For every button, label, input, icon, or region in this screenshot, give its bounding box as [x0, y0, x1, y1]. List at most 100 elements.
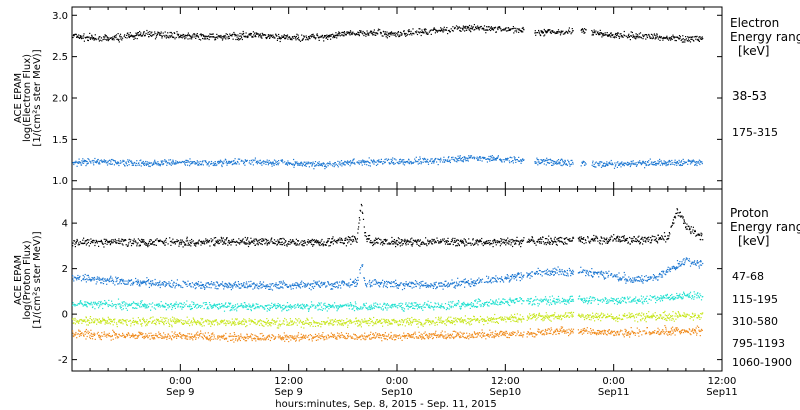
data-point — [650, 277, 652, 279]
data-point — [148, 165, 150, 167]
data-point — [614, 33, 616, 36]
data-point — [510, 244, 512, 246]
data-point — [410, 285, 412, 288]
data-point — [324, 281, 326, 284]
data-point — [194, 288, 196, 290]
data-point — [311, 238, 313, 240]
data-point — [340, 237, 343, 240]
data-point — [185, 283, 187, 286]
data-point — [332, 165, 334, 167]
data-point — [91, 277, 93, 279]
data-point — [189, 158, 191, 160]
data-point — [633, 236, 635, 238]
data-point — [410, 238, 412, 240]
data-point — [349, 278, 352, 280]
data-point — [391, 159, 393, 161]
data-point — [73, 35, 75, 37]
data-point — [457, 27, 459, 30]
data-point — [187, 164, 189, 166]
data-point — [469, 29, 471, 32]
data-point — [479, 280, 481, 282]
data-point — [517, 28, 519, 30]
data-point — [112, 279, 114, 281]
data-point — [313, 168, 315, 170]
data-point — [695, 161, 697, 163]
data-point — [699, 160, 701, 162]
data-point — [283, 34, 285, 36]
data-point — [326, 36, 328, 38]
data-point — [462, 240, 464, 242]
data-point — [407, 240, 409, 243]
data-point — [423, 159, 425, 161]
data-point — [580, 29, 582, 31]
data-point — [267, 164, 269, 166]
data-point — [100, 279, 102, 281]
data-point — [364, 232, 366, 234]
data-point — [433, 161, 435, 163]
data-point — [286, 35, 288, 37]
data-point — [307, 282, 309, 284]
data-point — [200, 33, 202, 35]
data-point — [337, 35, 339, 37]
data-point — [618, 236, 620, 238]
data-point — [634, 277, 636, 279]
data-point — [479, 27, 481, 29]
data-point — [653, 239, 655, 241]
data-point — [329, 34, 331, 36]
data-point — [647, 276, 649, 279]
data-point — [633, 281, 635, 283]
data-point — [385, 285, 387, 288]
data-point — [497, 278, 499, 280]
data-point — [332, 285, 334, 287]
data-point — [152, 282, 154, 284]
data-point — [234, 34, 237, 36]
data-point — [291, 284, 293, 286]
data-point — [152, 241, 154, 243]
data-point — [122, 280, 124, 282]
data-point — [298, 286, 300, 288]
data-point — [551, 30, 553, 32]
data-point — [377, 242, 379, 244]
data-point — [530, 275, 532, 277]
data-point — [607, 241, 609, 244]
data-point — [682, 38, 684, 40]
data-point — [92, 278, 94, 280]
data-point — [570, 240, 572, 242]
data-point — [567, 32, 569, 34]
data-point — [332, 283, 334, 285]
data-point — [603, 276, 605, 278]
series-47-68 — [72, 203, 704, 248]
data-point — [425, 286, 427, 288]
data-point — [583, 161, 585, 163]
data-point — [247, 245, 250, 248]
data-point — [623, 162, 625, 164]
data-point — [645, 38, 647, 40]
data-point — [350, 284, 352, 286]
data-point — [658, 162, 660, 164]
data-point — [236, 240, 238, 242]
data-point — [538, 269, 540, 272]
data-point — [585, 29, 587, 31]
data-point — [374, 32, 376, 34]
data-point — [633, 240, 635, 242]
data-point — [72, 278, 74, 280]
data-point — [259, 282, 261, 284]
data-point — [164, 36, 166, 38]
data-point — [564, 274, 566, 276]
data-point — [503, 28, 505, 30]
data-point — [700, 232, 702, 234]
data-point — [244, 285, 246, 287]
data-point — [479, 239, 481, 241]
data-point — [370, 242, 372, 244]
data-point — [505, 244, 507, 246]
data-point — [694, 35, 696, 38]
data-point — [470, 242, 472, 244]
data-point — [477, 159, 479, 161]
data-point — [279, 287, 281, 289]
data-point — [174, 38, 176, 40]
data-point — [124, 36, 126, 39]
data-point — [184, 164, 187, 166]
data-point — [557, 29, 560, 31]
data-point — [660, 37, 662, 39]
data-point — [272, 34, 274, 36]
